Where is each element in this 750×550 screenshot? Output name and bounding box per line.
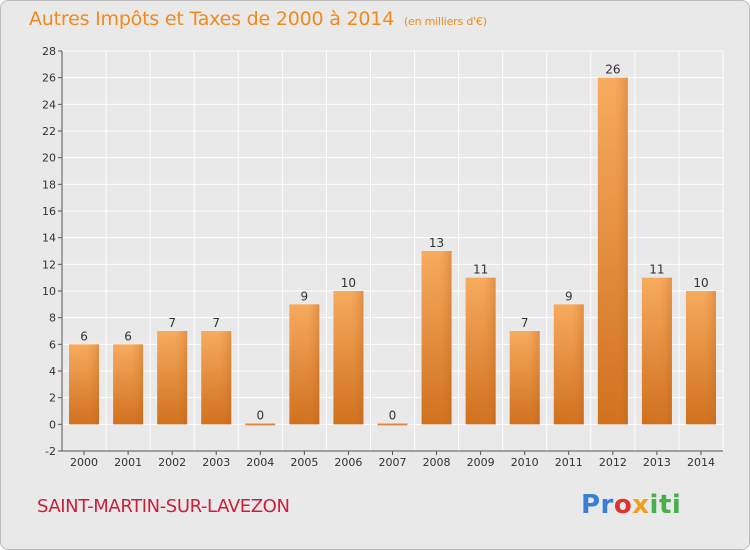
x-tick-label-2001: 2001 [114, 456, 142, 469]
value-label-2001: 6 [124, 329, 132, 343]
y-tick-label: 2 [49, 392, 56, 405]
bar-shade-2008 [438, 251, 452, 425]
y-tick-label: 20 [42, 152, 56, 165]
bar-shade-2014 [702, 291, 716, 425]
bar-2004 [245, 423, 276, 426]
y-tick-label: -2 [45, 445, 56, 458]
x-tick-label-2009: 2009 [467, 456, 495, 469]
value-label-2011: 9 [565, 289, 573, 303]
value-label-2013: 11 [649, 263, 664, 277]
bar-shade-2001 [129, 344, 144, 425]
bar-shade-2013 [658, 277, 672, 425]
bar-shade-2010 [526, 331, 540, 425]
bar-shade-2009 [482, 277, 496, 425]
y-tick-label: 12 [42, 258, 56, 271]
value-label-2008: 13 [429, 236, 444, 250]
y-tick-label: 0 [49, 418, 56, 431]
bar-shade-2012 [614, 77, 628, 425]
value-label-2002: 7 [168, 316, 176, 330]
logo-part-4: iti [649, 490, 682, 520]
chart-title: Autres Impôts et Taxes de 2000 à 2014 (e… [29, 8, 487, 30]
y-tick-label: 24 [42, 98, 56, 111]
y-tick-label: 14 [42, 232, 56, 245]
y-tick-label: 10 [42, 285, 56, 298]
value-label-2004: 0 [256, 408, 264, 422]
proxiti-logo[interactable]: Proxiti [581, 490, 681, 520]
bar-shade-2006 [349, 291, 364, 425]
label-layer: 6 6 7 7 0 9 10 0 13 11 7 9 26 11 10 [80, 63, 708, 423]
x-tick-label-2000: 2000 [70, 456, 98, 469]
y-tick-label: 6 [49, 338, 56, 351]
x-tick-label-2004: 2004 [246, 456, 274, 469]
value-label-2012: 26 [605, 63, 620, 77]
x-tick-label-2012: 2012 [599, 456, 627, 469]
x-tick-label-2011: 2011 [555, 456, 583, 469]
x-tick-label-2003: 2003 [202, 456, 230, 469]
x-tick-label-2002: 2002 [158, 456, 186, 469]
chart-title-text: Autres Impôts et Taxes de 2000 à 2014 [29, 8, 395, 30]
logo-part-1: Pr [581, 490, 614, 520]
commune-name: SAINT-MARTIN-SUR-LAVEZON [37, 496, 290, 517]
bar-layer [69, 77, 716, 426]
bar-2007 [377, 423, 408, 426]
bar-shade-2002 [173, 331, 188, 425]
value-label-2000: 6 [80, 329, 88, 343]
x-tick-label-2013: 2013 [643, 456, 671, 469]
chart-subtitle: (en milliers d'€) [403, 15, 487, 28]
value-label-2005: 9 [301, 289, 309, 303]
y-tick-label: 8 [49, 312, 56, 325]
x-tick-label-2008: 2008 [423, 456, 451, 469]
value-label-2009: 11 [473, 263, 488, 277]
y-tick-label: 26 [42, 72, 56, 85]
bar-shade-2005 [305, 304, 320, 425]
value-label-2006: 10 [341, 276, 356, 290]
value-label-2010: 7 [521, 316, 529, 330]
x-tick-label-2007: 2007 [379, 456, 407, 469]
bar-shade-2011 [570, 304, 584, 425]
x-tick-label-2014: 2014 [687, 456, 715, 469]
logo-part-3: x [632, 490, 650, 520]
y-tick-label: 4 [49, 365, 56, 378]
value-label-2007: 0 [389, 408, 397, 422]
y-tick-label: 18 [42, 178, 56, 191]
bar-shade-2000 [85, 344, 100, 425]
y-tick-label: 16 [42, 205, 56, 218]
x-tick-label-2010: 2010 [511, 456, 539, 469]
bar-shade-2003 [217, 331, 232, 425]
y-tick-label: 22 [42, 125, 56, 138]
x-tick-label-2006: 2006 [334, 456, 362, 469]
y-tick-label: 28 [42, 45, 56, 58]
value-label-2003: 7 [212, 316, 220, 330]
x-tick-label-2005: 2005 [290, 456, 318, 469]
value-label-2014: 10 [693, 276, 708, 290]
logo-part-2: o [613, 490, 633, 520]
